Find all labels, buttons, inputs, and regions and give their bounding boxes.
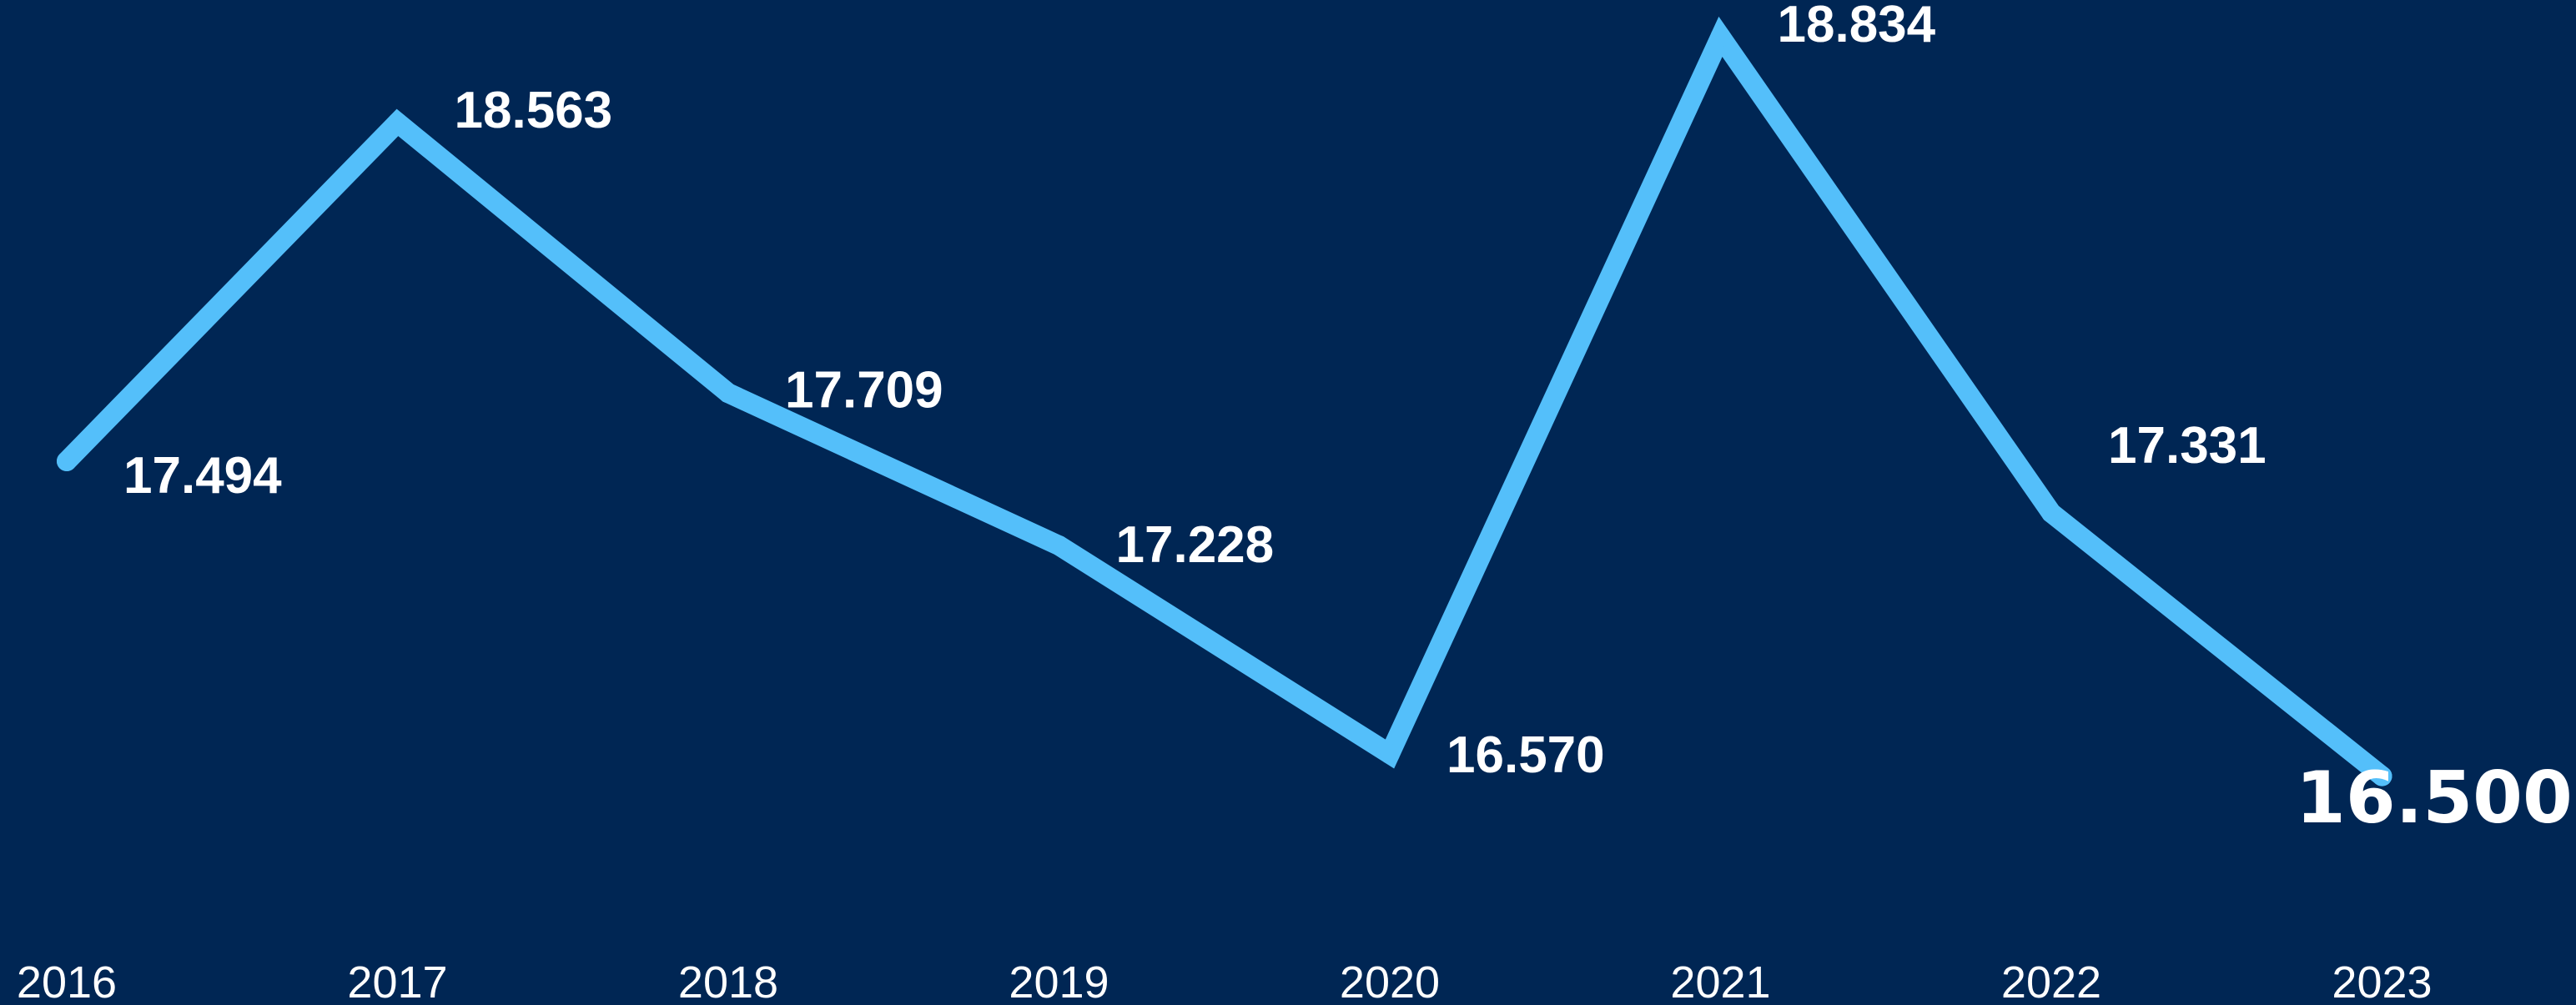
data-labels: 17.494 18.563 17.709 17.228 16.570 18.834 17.3…	[123, 0, 2573, 840]
data-label-2022: 17.331	[2108, 417, 2267, 475]
x-tick-2017: 2017	[347, 957, 447, 1005]
data-point-2021	[1710, 27, 1731, 47]
x-tick-2022: 2022	[2001, 957, 2101, 1005]
x-tick-2016: 2016	[17, 957, 117, 1005]
x-tick-2019: 2019	[1009, 957, 1109, 1005]
data-label-2018: 17.709	[785, 361, 943, 419]
data-point-2017	[387, 112, 408, 133]
x-tick-2018: 2018	[678, 957, 778, 1005]
data-label-2021: 18.834	[1778, 0, 1936, 53]
data-point-2018	[718, 383, 738, 404]
x-axis-tick-labels: 2016 2017 2018 2019 2020 2021 2022 2023	[17, 957, 2433, 1005]
data-point-2016	[57, 451, 77, 472]
data-label-2023: 16.500	[2296, 756, 2573, 840]
x-tick-2020: 2020	[1340, 957, 1440, 1005]
x-tick-2021: 2021	[1670, 957, 1770, 1005]
data-point-2019	[1049, 535, 1069, 556]
data-point-2023	[2372, 766, 2392, 786]
x-tick-2023: 2023	[2332, 957, 2432, 1005]
series-line	[57, 16, 2392, 786]
data-point-2022	[2041, 502, 2061, 523]
data-label-2017: 18.563	[455, 82, 613, 139]
plot-layer	[57, 16, 2392, 786]
data-label-2016: 17.494	[123, 447, 282, 505]
data-point-2020	[1380, 744, 1400, 764]
data-label-2020: 16.570	[1446, 726, 1605, 784]
data-label-2019: 17.228	[1116, 516, 1275, 574]
